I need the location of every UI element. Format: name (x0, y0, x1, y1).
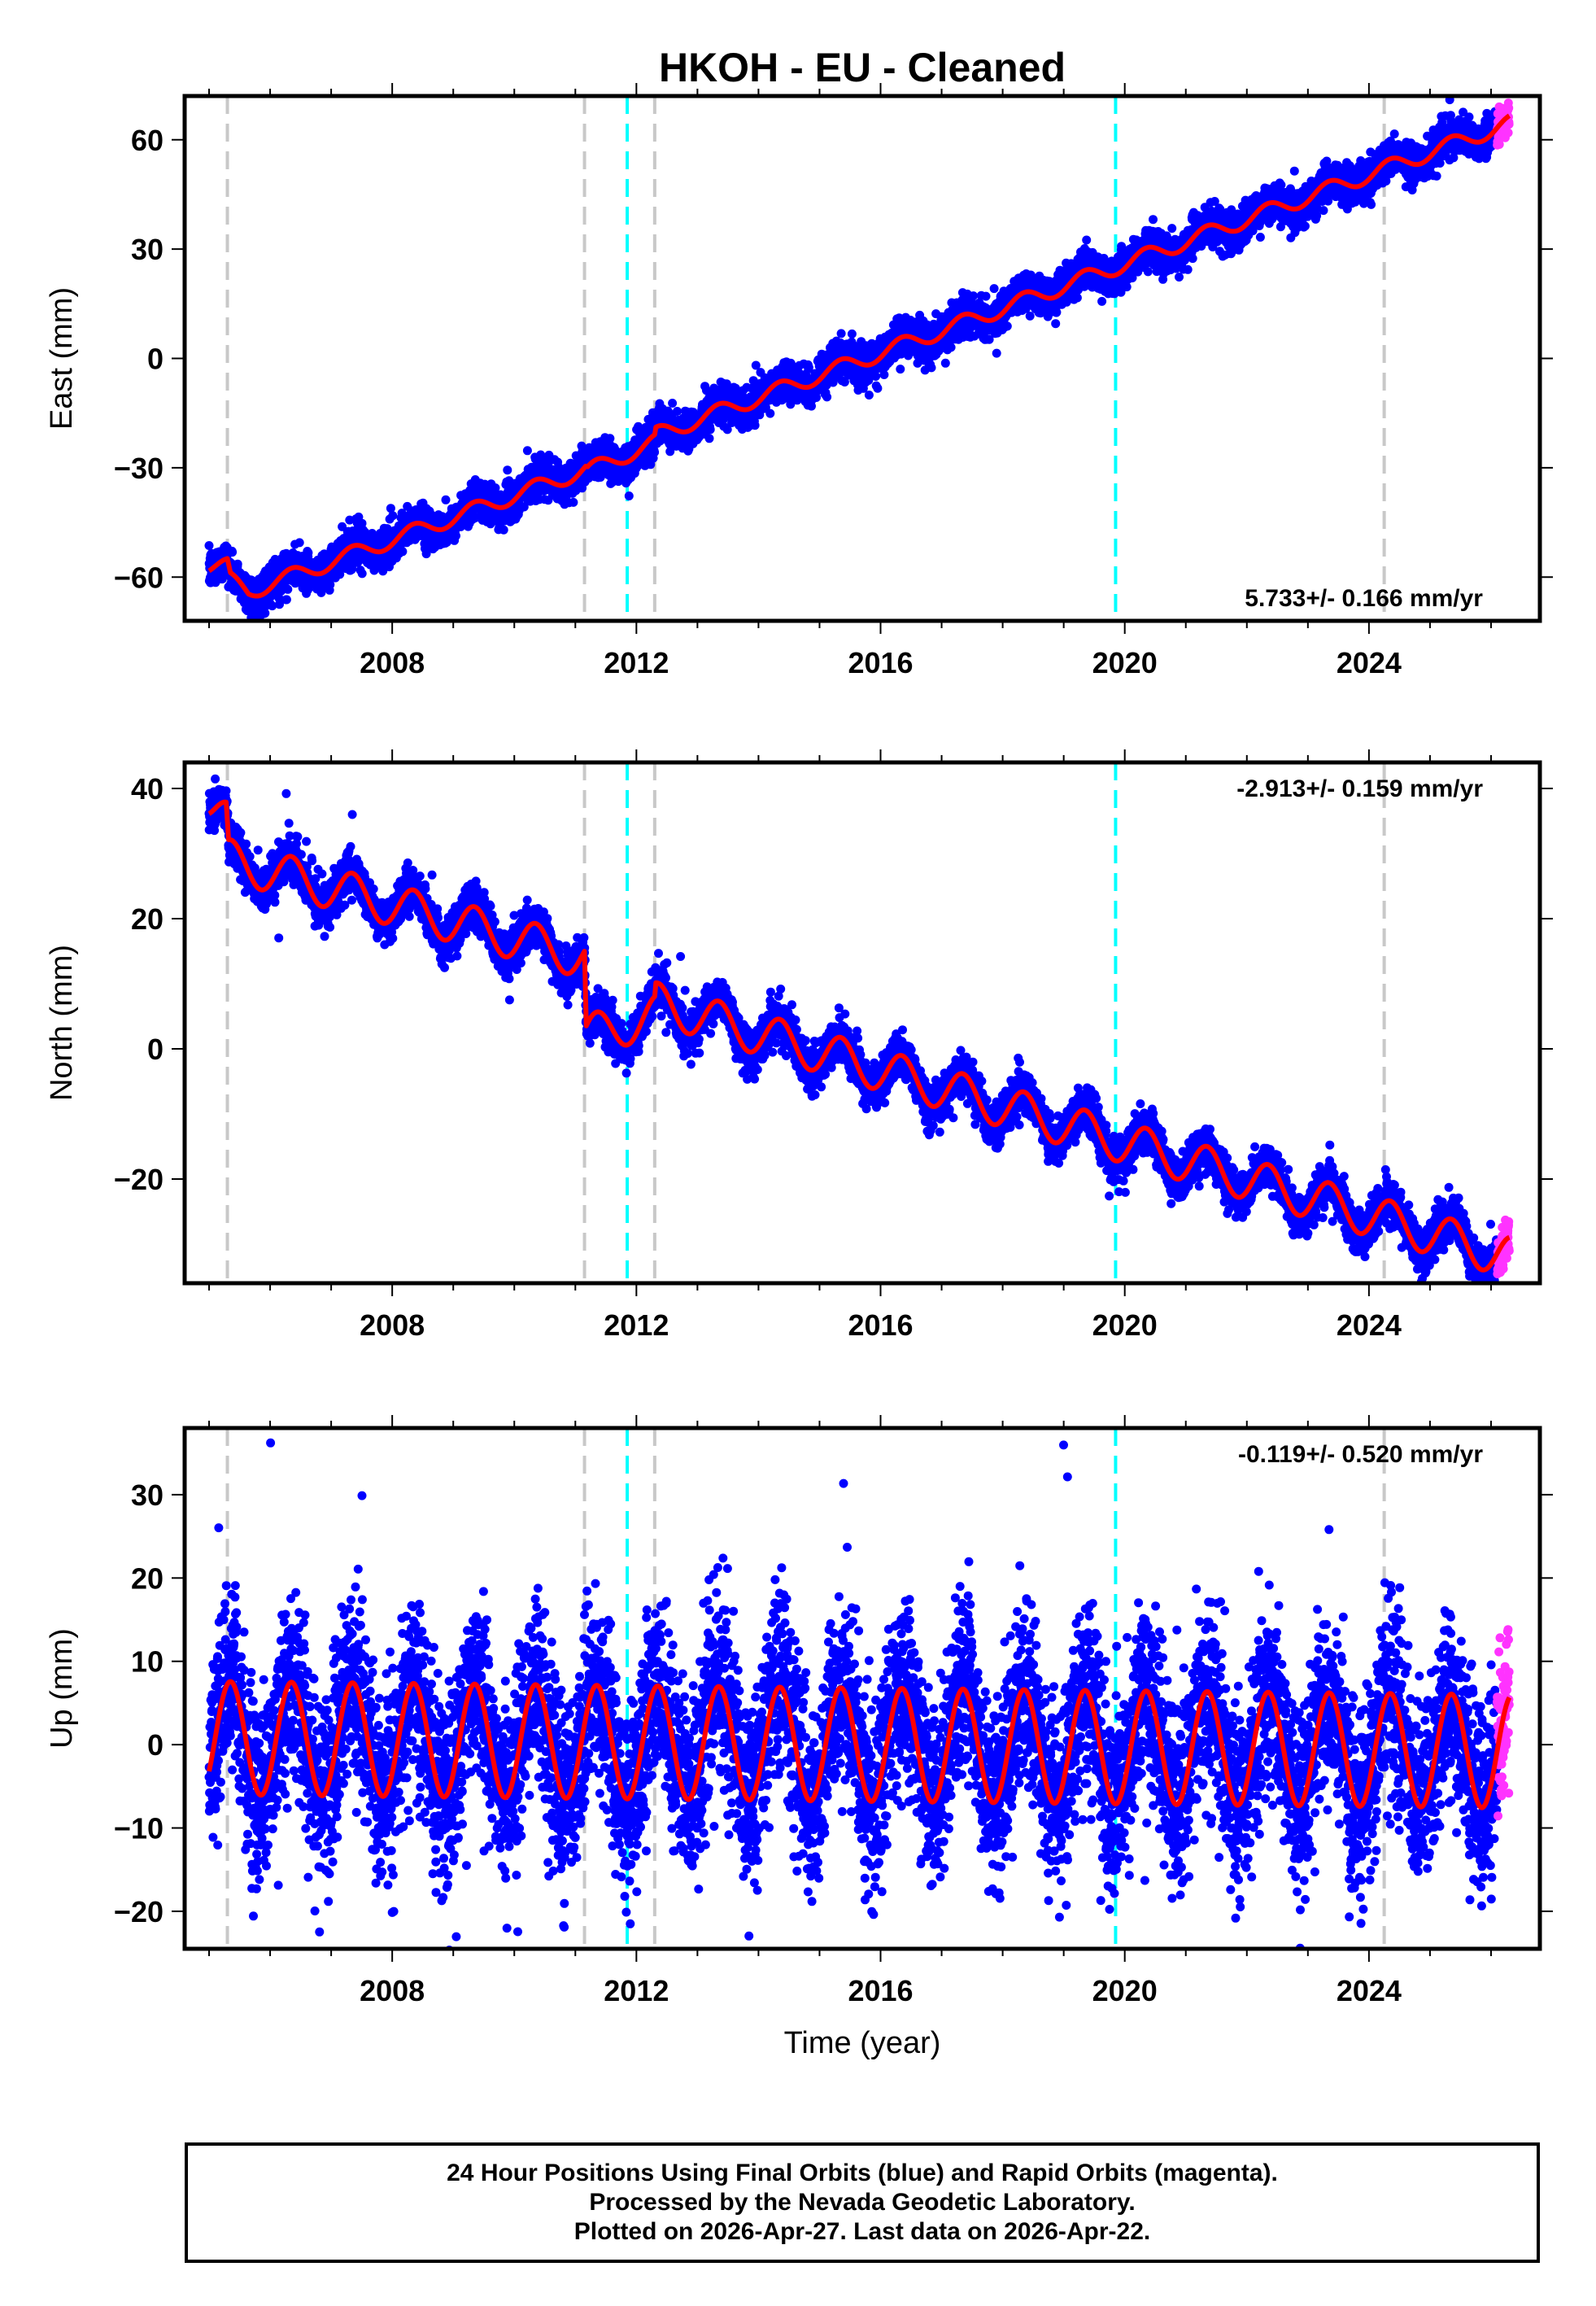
final-point (705, 425, 715, 435)
final-point (873, 383, 883, 393)
final-point (294, 538, 304, 548)
final-point (896, 365, 905, 374)
final-point (836, 329, 846, 338)
final-point (503, 465, 512, 475)
final-point (946, 343, 956, 352)
final-point (441, 495, 451, 504)
chart-title: HKOH - EU - Cleaned (659, 45, 1066, 90)
final-point (989, 284, 999, 294)
final-point (268, 601, 277, 611)
final-point (228, 548, 238, 557)
final-point (1002, 321, 1012, 331)
final-point (325, 580, 335, 589)
final-point (357, 569, 367, 579)
final-point (624, 491, 634, 500)
final-point (303, 548, 313, 557)
final-point (969, 291, 979, 301)
final-point (451, 531, 460, 540)
final-point (569, 497, 578, 507)
final-point (940, 358, 950, 368)
final-point (673, 407, 682, 416)
final-point (981, 291, 991, 301)
final-point (750, 421, 760, 430)
final-point (233, 559, 242, 569)
final-point (1025, 311, 1035, 321)
final-point (283, 584, 293, 594)
final-point (927, 363, 936, 373)
final-point (812, 393, 821, 402)
final-point (522, 446, 532, 456)
final-point (765, 408, 775, 418)
plot-area (204, 96, 1514, 621)
final-point (499, 525, 508, 535)
final-point (398, 547, 408, 557)
final-point (847, 329, 857, 338)
final-point (605, 434, 615, 443)
final-point (992, 348, 1001, 358)
final-point (204, 541, 214, 550)
final-point (275, 600, 284, 609)
final-point (281, 595, 291, 605)
final-point (871, 372, 881, 381)
final-point (668, 399, 678, 408)
final-point (879, 370, 889, 379)
final-point (650, 448, 660, 457)
final-point (864, 391, 874, 400)
final-point (388, 511, 398, 521)
final-point (260, 609, 270, 618)
final-point (704, 434, 714, 443)
final-point (822, 392, 832, 402)
daily-positions (204, 96, 1514, 621)
